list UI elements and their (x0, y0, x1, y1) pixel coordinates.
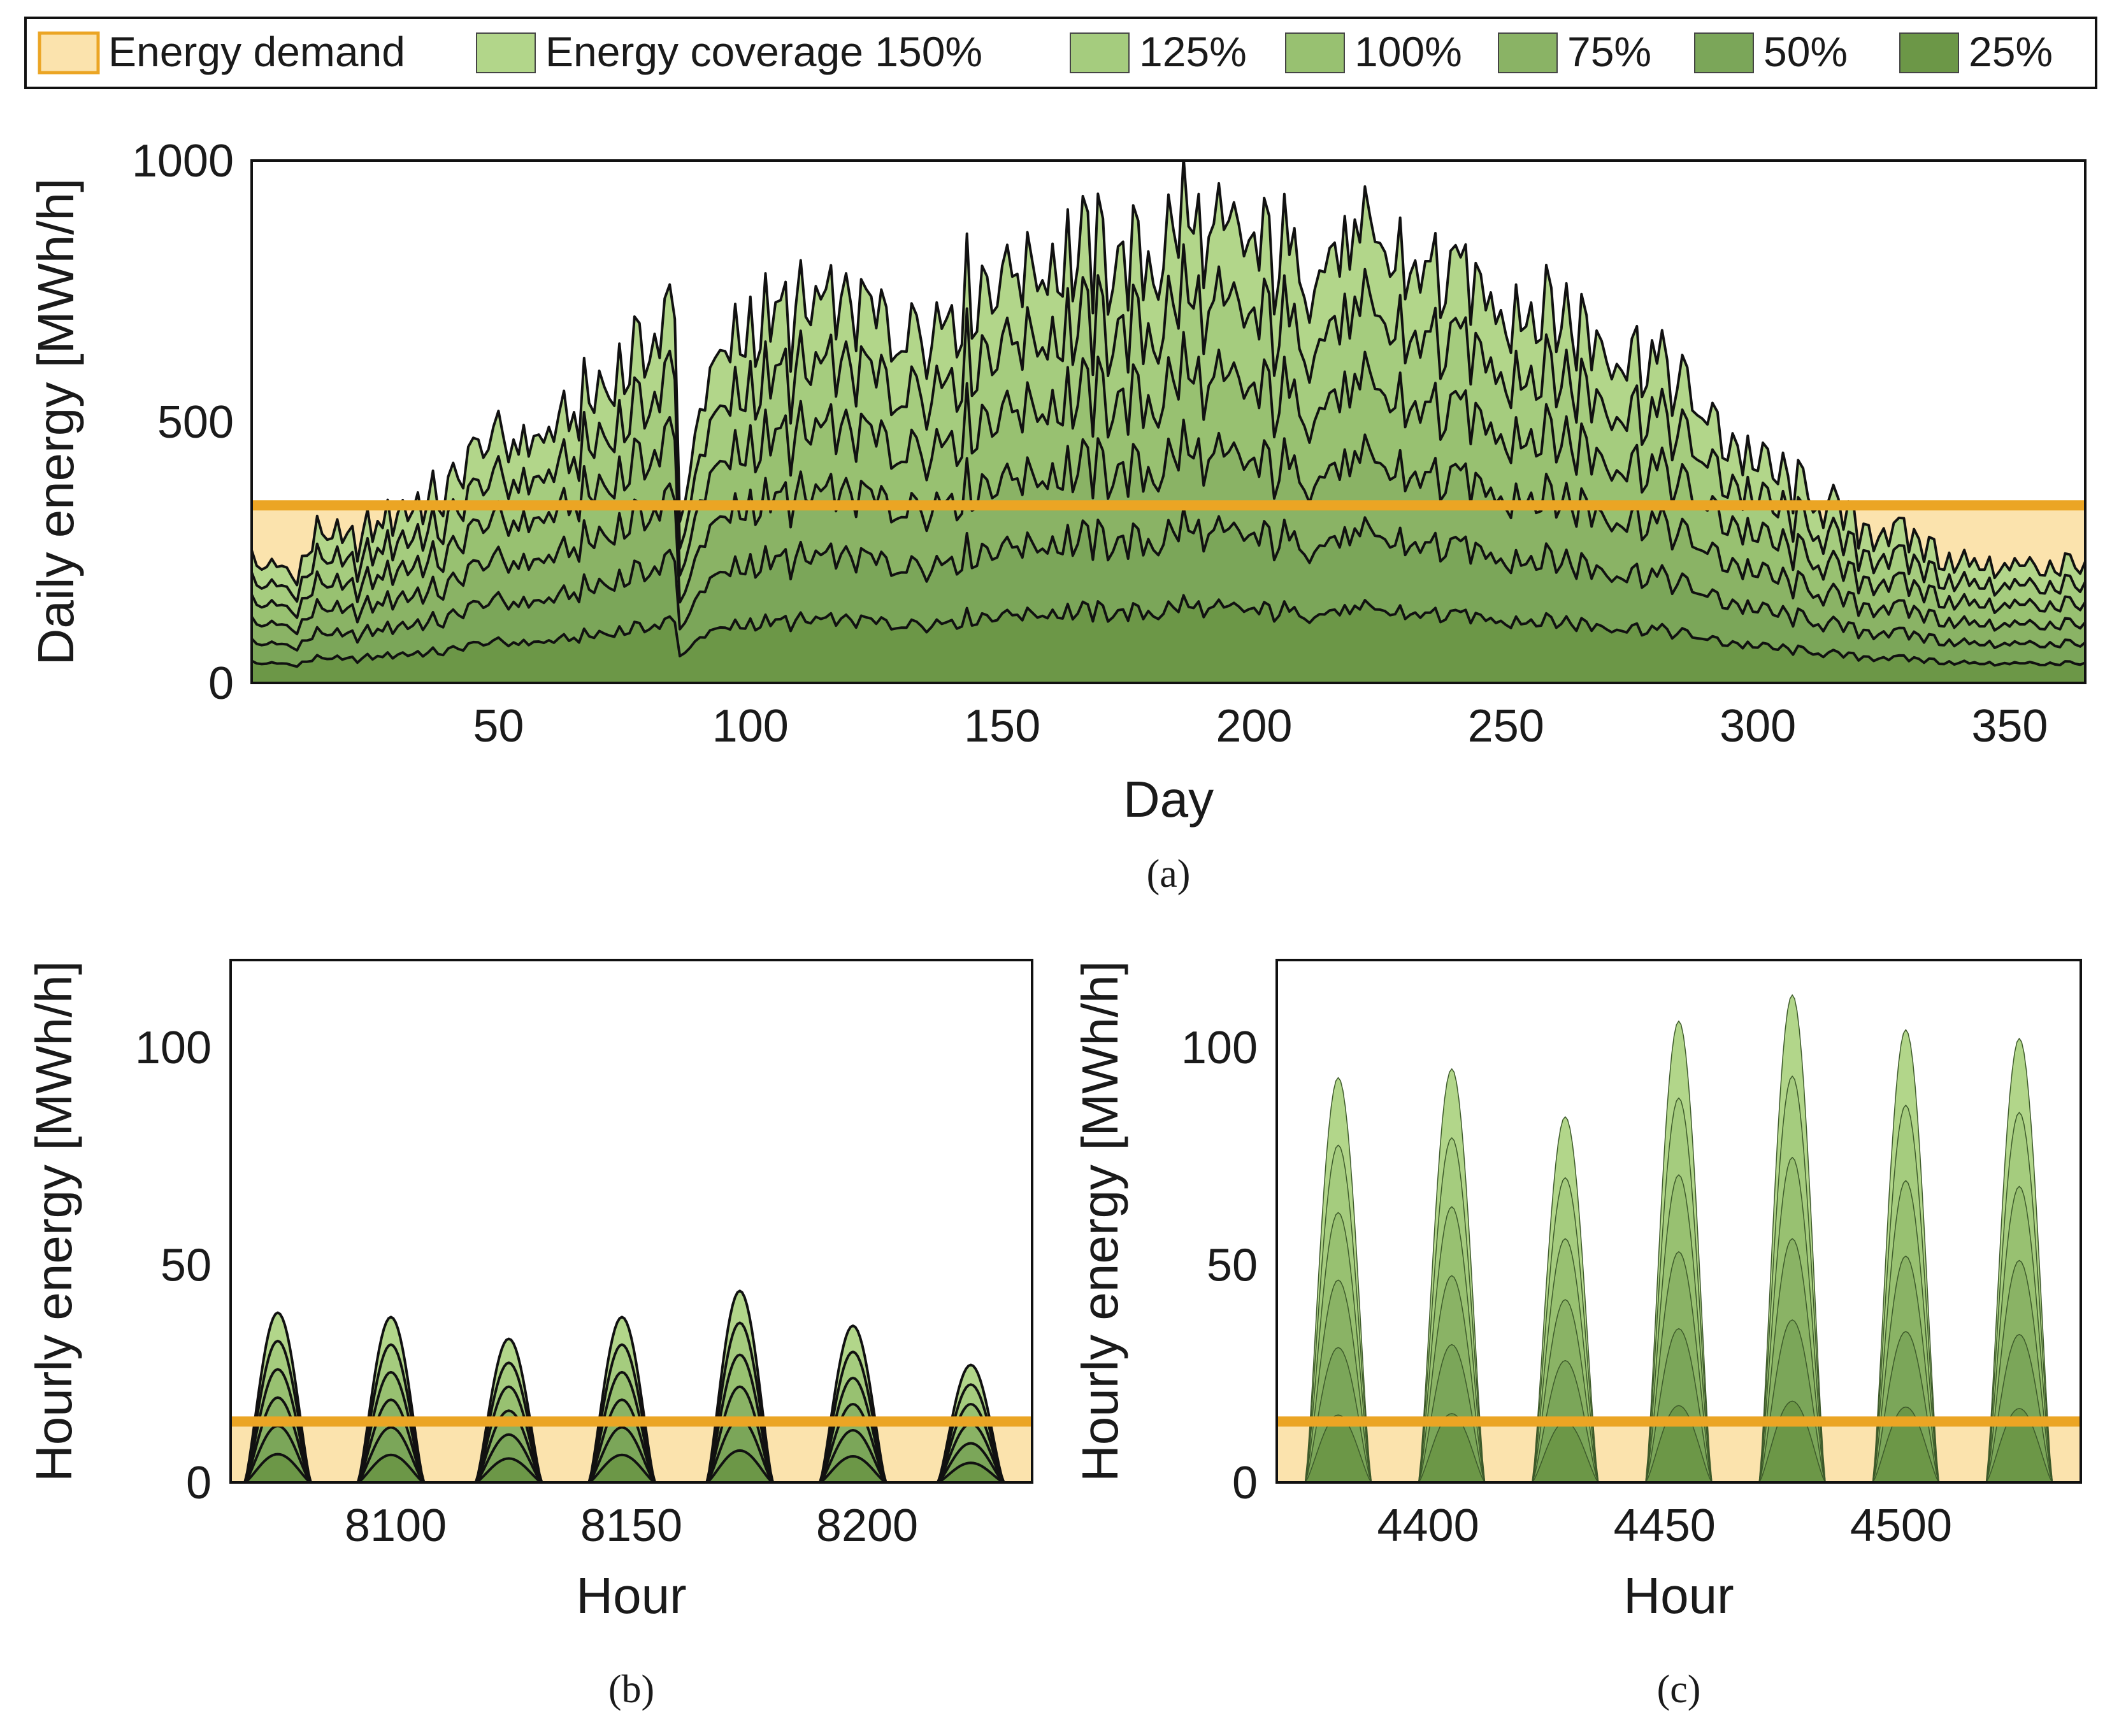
legend-swatch-1 (476, 32, 536, 73)
legend-label-2: 125% (1139, 28, 1247, 75)
y-tick-label: 1000 (132, 136, 234, 187)
legend-label-1: Energy coverage 150% (545, 28, 982, 75)
day-peak-6-series-5 (1985, 1408, 2053, 1482)
x-tick-label: 200 (1216, 701, 1292, 752)
x-tick-label: 150 (964, 701, 1040, 752)
y-axis-label: Hourly energy [MWh/h] (1072, 961, 1128, 1482)
y-tick-label: 50 (161, 1240, 212, 1291)
legend-label-3: 100% (1354, 28, 1462, 75)
x-axis-label: Day (1123, 771, 1214, 828)
y-tick-label: 500 (157, 397, 234, 448)
y-axis-label: Daily energy [MWh/h] (27, 178, 84, 666)
y-tick-label: 100 (1181, 1022, 1258, 1073)
y-tick-label: 0 (186, 1458, 212, 1509)
x-tick-label: 300 (1720, 701, 1796, 752)
plot-frame-a (250, 159, 2087, 684)
plot-frame-c (1275, 959, 2082, 1484)
legend-swatch-2 (1070, 32, 1130, 73)
y-tick-label: 0 (1232, 1458, 1258, 1509)
day-peak-4-series-5 (705, 1449, 774, 1482)
day-peak-0-series-5 (243, 1453, 312, 1482)
legend-label-0: Energy demand (108, 28, 405, 75)
y-tick-label: 0 (208, 658, 234, 709)
legend-label-4: 75% (1567, 28, 1651, 75)
day-peak-6-series-5 (937, 1461, 1005, 1482)
day-peak-5-series-5 (1872, 1406, 1940, 1482)
legend-swatch-3 (1285, 32, 1345, 73)
legend: Energy demand Energy coverage 150% 125% 100… (24, 17, 2097, 89)
x-tick-label: 4500 (1850, 1500, 1952, 1551)
day-peak-2-series-5 (474, 1457, 543, 1482)
legend-label-6: 25% (1969, 28, 2053, 75)
legend-swatch-5 (1694, 32, 1754, 73)
x-tick-label: 50 (473, 701, 524, 752)
x-tick-label: 8150 (580, 1500, 682, 1551)
panel-c: 4400 4450 4500 0 50 100 Hour Hourly energy [MWh… (1072, 959, 2082, 1711)
x-axis-label: Hour (576, 1567, 686, 1624)
day-peak-0-series-5 (1304, 1414, 1372, 1482)
area-series-25% (252, 594, 2085, 683)
y-tick-label: 50 (1207, 1240, 1258, 1291)
day-peak-1-series-5 (356, 1453, 426, 1482)
x-tick-label: 4450 (1614, 1500, 1716, 1551)
legend-swatch-4 (1498, 32, 1558, 73)
plot-frame-b (229, 959, 1033, 1484)
plot-area-c (1277, 994, 2081, 1482)
x-tick-label: 250 (1468, 701, 1544, 752)
plot-area-a (252, 161, 2085, 683)
panel-caption: (c) (1657, 1668, 1701, 1711)
legend-label-5: 50% (1764, 28, 1848, 75)
panel-a: 50 100 150 200 250 300 350 0 500 1000 Day Daily ene… (27, 136, 2087, 896)
plot-area-b (231, 1289, 1032, 1482)
day-peak-4-series-5 (1758, 1400, 1826, 1482)
panel-caption: (a) (1147, 852, 1191, 896)
y-tick-label: 100 (135, 1022, 212, 1073)
legend-swatch-0 (38, 31, 100, 75)
x-tick-label: 100 (712, 701, 789, 752)
panel-caption: (b) (608, 1668, 654, 1711)
day-peak-3-series-5 (1645, 1405, 1713, 1482)
x-tick-label: 8100 (345, 1500, 447, 1551)
day-peak-5-series-5 (819, 1455, 887, 1482)
y-axis-label: Hourly energy [MWh/h] (25, 961, 82, 1482)
panel-b: 8100 8150 8200 0 50 100 Hour Hourly energy [MWh… (25, 959, 1033, 1711)
day-peak-1-series-5 (1418, 1413, 1486, 1482)
x-axis-label: Hour (1623, 1567, 1734, 1624)
legend-swatch-6 (1899, 32, 1959, 73)
x-tick-label: 350 (1971, 701, 2048, 752)
x-tick-label: 8200 (816, 1500, 918, 1551)
day-peak-3-series-5 (587, 1453, 656, 1482)
x-tick-label: 4400 (1377, 1500, 1479, 1551)
